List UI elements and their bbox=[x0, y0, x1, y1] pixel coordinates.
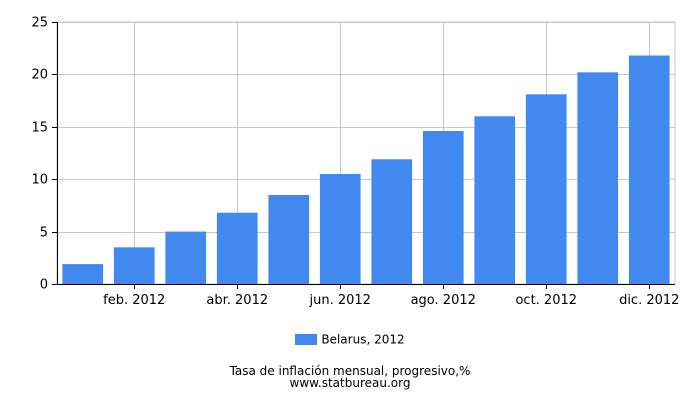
bar bbox=[216, 212, 258, 284]
bar bbox=[165, 231, 207, 284]
bar bbox=[113, 247, 155, 284]
y-tick-label: 15 bbox=[31, 121, 48, 136]
source-link[interactable]: www.statbureau.org bbox=[289, 376, 411, 390]
bar bbox=[268, 194, 310, 284]
y-tick-label: 0 bbox=[40, 278, 48, 293]
x-axis-ticks: feb. 2012 abr. 2012 jun. 2012 ago. 2012 oct.… bbox=[103, 293, 679, 308]
x-tick-label: jun. 2012 bbox=[309, 293, 371, 308]
bar bbox=[628, 55, 670, 285]
inflation-bar-chart: 0 5 10 15 20 25 feb. 2012 abr. 2012 jun. 2012 ag… bbox=[31, 16, 679, 309]
x-tick-label: ago. 2012 bbox=[411, 293, 476, 308]
chart-legend: Belarus, 2012 bbox=[0, 332, 700, 347]
x-tick-label: abr. 2012 bbox=[206, 293, 268, 308]
legend-swatch bbox=[295, 334, 318, 345]
chart-bars bbox=[62, 55, 670, 285]
bar bbox=[62, 264, 104, 284]
y-tick-label: 25 bbox=[31, 16, 48, 31]
bar bbox=[525, 94, 567, 284]
x-tick-label: feb. 2012 bbox=[103, 293, 165, 308]
y-tick-label: 20 bbox=[31, 68, 48, 83]
bar bbox=[474, 116, 516, 284]
bar bbox=[319, 173, 361, 284]
y-tick-label: 10 bbox=[31, 173, 48, 188]
chart-axes bbox=[52, 22, 675, 289]
y-axis-ticks: 0 5 10 15 20 25 bbox=[31, 16, 48, 293]
legend-label: Belarus, 2012 bbox=[321, 332, 405, 347]
x-tick-label: dic. 2012 bbox=[619, 293, 679, 308]
chart-caption: Tasa de inflación mensual, progresivo,% bbox=[229, 364, 471, 378]
bar bbox=[371, 159, 413, 284]
y-tick-label: 5 bbox=[40, 226, 48, 241]
bar bbox=[422, 130, 464, 284]
x-tick-label: oct. 2012 bbox=[515, 293, 577, 308]
bar bbox=[577, 72, 619, 284]
